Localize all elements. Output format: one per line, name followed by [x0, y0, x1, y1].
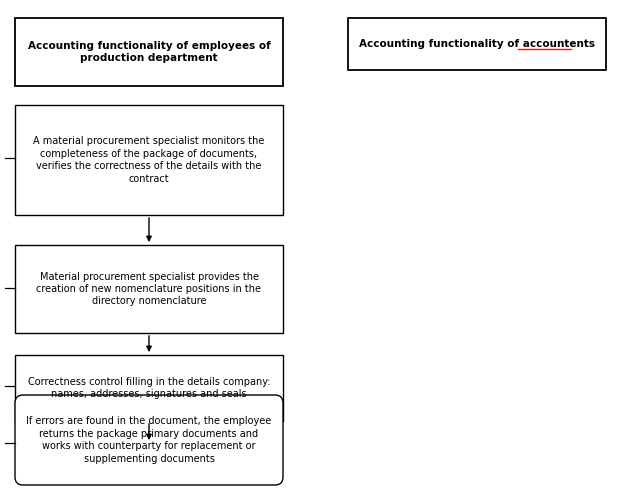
FancyBboxPatch shape — [15, 105, 283, 215]
FancyBboxPatch shape — [15, 245, 283, 333]
FancyBboxPatch shape — [15, 18, 283, 86]
FancyBboxPatch shape — [348, 18, 606, 70]
FancyBboxPatch shape — [15, 395, 283, 485]
Text: Accounting functionality of employees of
production department: Accounting functionality of employees of… — [27, 41, 271, 63]
Text: Accounting functionality of accountents: Accounting functionality of accountents — [359, 39, 595, 49]
Text: If errors are found in the document, the employee
returns the package primary do: If errors are found in the document, the… — [26, 416, 272, 463]
FancyBboxPatch shape — [15, 355, 283, 421]
Text: Correctness control filling in the details company:
names, addresses, signatures: Correctness control filling in the detai… — [28, 377, 270, 399]
Text: A material procurement specialist monitors the
completeness of the package of do: A material procurement specialist monito… — [34, 136, 265, 184]
Text: Material procurement specialist provides the
creation of new nomenclature positi: Material procurement specialist provides… — [37, 272, 261, 306]
